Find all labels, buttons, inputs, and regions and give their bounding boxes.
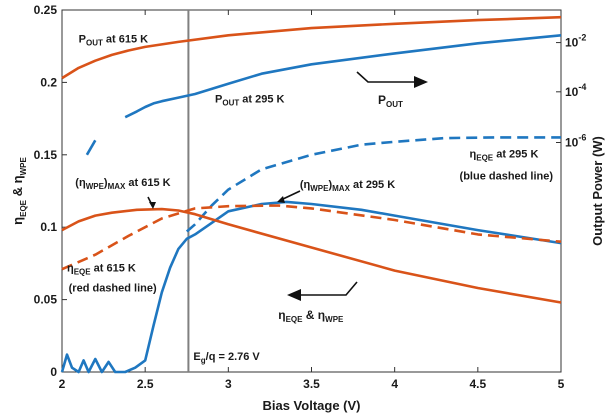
y-axis-label-sub1: EQE: [19, 199, 28, 217]
x-tick-label: 5: [558, 377, 565, 391]
wpe-max-615-label-part: ): [104, 177, 108, 189]
bandgap-label-part: E: [193, 351, 200, 363]
pout-arrow-label: POUT: [378, 93, 403, 109]
y-tick-label: 0.15: [34, 148, 58, 162]
y-axis-label-main: η: [10, 217, 25, 225]
wpe-max-295-label-part: MAX: [332, 184, 350, 193]
eqe-295-label-part: EQE: [476, 154, 494, 163]
x-tick-label: 2: [59, 377, 66, 391]
y-tick-label: 0.25: [34, 3, 58, 17]
eqe-615-label-part: EQE: [74, 267, 92, 276]
wpe-max-295-pointer: [282, 190, 301, 200]
pout-615-label-part: P: [79, 34, 86, 46]
wpe-max-615-pointer-head: [149, 202, 156, 209]
eqe-615-label-part: at 615 K: [91, 262, 136, 274]
eqe-295-note: (blue dashed line): [460, 170, 554, 182]
wpe-max-615-label-part: WPE: [86, 182, 105, 191]
series-line-eqe_295: [185, 136, 561, 233]
y-axis-label-sub2: WPE: [19, 157, 28, 176]
x-tick-label: 3.5: [303, 377, 320, 391]
wpe-max-295-label-part: (η: [300, 179, 311, 191]
eqe-615-label: ηEQE at 615 K: [67, 262, 136, 276]
axis-ticks: 2 2.5 3 3.5 4 4.5 500.050.10.150.20.2510-210-4…: [34, 3, 587, 391]
pout-615-label: POUT at 615 K: [79, 34, 149, 48]
y-axis-label-mid: & η: [10, 175, 25, 200]
wpe-max-295-label-part: at 295 K: [350, 179, 395, 191]
right-tick-exp: -4: [578, 82, 586, 92]
axis-labels: Bias Voltage (V) Output Power (W) ηEQE &…: [10, 136, 605, 413]
pout-295-label-part: P: [215, 94, 222, 106]
pout-arrow-label-part: OUT: [386, 100, 403, 109]
x-tick-label: 4.5: [469, 377, 486, 391]
right-tick-exp: -6: [578, 132, 586, 142]
pout-295-label-part: OUT: [222, 99, 239, 108]
eta-arrow-label: ηEQE & ηWPE: [278, 308, 344, 324]
eta-arrow-label-part: & η: [302, 308, 325, 322]
eqe-295-label: ηEQE at 295 K: [470, 149, 539, 163]
wpe-max-615-label-part: at 615 K: [125, 177, 170, 189]
eqe-295-note-part: (blue dashed line): [460, 170, 554, 182]
right-tick-label: 10-6: [565, 132, 586, 149]
right-tick-base: 10: [565, 85, 579, 99]
y-tick-label: 0: [50, 365, 57, 379]
series-line-pout_295: [124, 34, 562, 119]
x-tick-label: 3: [225, 377, 232, 391]
bandgap-label-part: g: [201, 356, 206, 365]
right-tick-base: 10: [565, 36, 579, 50]
x-tick-label: 4: [391, 377, 398, 391]
bandgap-label: Eg/q = 2.76 V: [193, 351, 260, 365]
wpe-max-295-label: (ηWPE)MAX at 295 K: [300, 179, 395, 193]
eta-arrow-label-part: η: [278, 308, 285, 322]
wpe-max-295-label-part: WPE: [310, 184, 329, 193]
x-tick-label: 2.5: [137, 377, 154, 391]
series-line-pout_615: [61, 15, 562, 80]
eta-left-arrow-head: [287, 289, 301, 301]
eqe-295-label-part: at 295 K: [493, 149, 538, 161]
pout-295-label-part: at 295 K: [239, 94, 284, 106]
y-tick-label: 0.05: [34, 293, 58, 307]
pout-615-label-part: at 615 K: [103, 34, 148, 46]
eqe-615-note-part: (red dashed line): [69, 283, 157, 295]
y-tick-label: 0.1: [40, 220, 57, 234]
wpe-max-295-label-part: ): [328, 179, 332, 191]
pout-right-arrow: [356, 71, 415, 83]
y-tick-label: 0.2: [40, 75, 57, 89]
wpe-max-615-label-part: (η: [75, 177, 86, 189]
pout-615-label-part: OUT: [86, 39, 103, 48]
wpe-max-615-label-part: MAX: [108, 182, 126, 191]
eta-arrow-label-part: WPE: [325, 315, 344, 324]
series-line-eqe_615: [61, 204, 562, 271]
x-axis-label: Bias Voltage (V): [262, 398, 360, 413]
eta-arrow-label-part: EQE: [286, 315, 304, 324]
series-layer: [60, 15, 562, 374]
series-line-pout_295: [85, 139, 97, 156]
right-tick-base: 10: [565, 135, 579, 149]
series-line-wpe_295: [60, 200, 562, 374]
series-line-wpe_615: [61, 207, 562, 304]
eta-left-arrow: [300, 281, 358, 296]
eqe-615-label-part: η: [67, 262, 74, 274]
eqe-615-note: (red dashed line): [69, 283, 157, 295]
right-tick-label: 10-2: [565, 33, 586, 50]
eqe-295-label-part: η: [470, 149, 477, 161]
right-tick-exp: -2: [578, 33, 586, 43]
bandgap-label-part: /q = 2.76 V: [206, 351, 261, 363]
pout-arrow-label-part: P: [378, 93, 386, 107]
right-tick-label: 10-4: [565, 82, 586, 99]
y-axis-label: ηEQE & ηWPE: [10, 157, 28, 225]
pout-295-label: POUT at 295 K: [215, 94, 285, 108]
right-axis-label: Output Power (W): [590, 136, 605, 246]
wpe-max-295-pointer-head: [277, 196, 285, 203]
pout-right-arrow-head: [414, 76, 428, 88]
wpe-max-615-label: (ηWPE)MAX at 615 K: [75, 177, 170, 191]
